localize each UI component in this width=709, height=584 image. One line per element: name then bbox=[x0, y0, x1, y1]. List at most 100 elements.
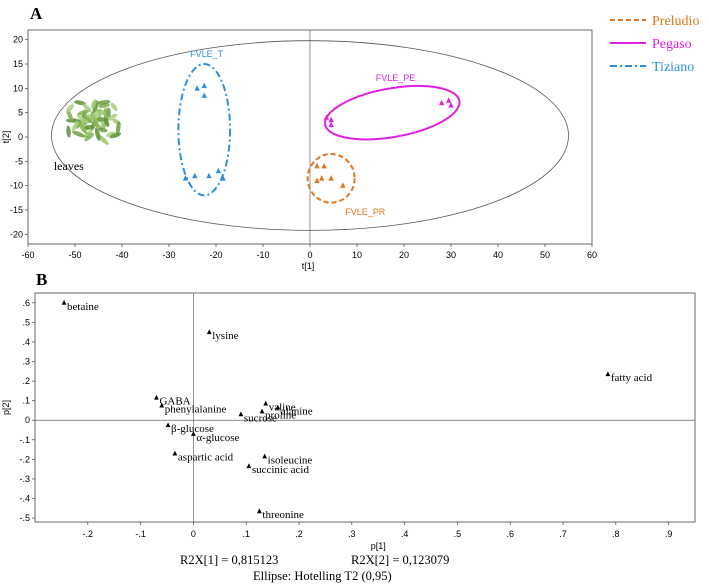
y-axis-label: t[2] bbox=[1, 131, 11, 144]
score-point bbox=[182, 175, 189, 181]
x-tick-label: 40 bbox=[493, 250, 503, 260]
score-point bbox=[220, 175, 226, 181]
loading-label: β-glucose bbox=[171, 423, 214, 435]
loading-point bbox=[605, 371, 611, 377]
y-tick-label: -.1 bbox=[19, 435, 30, 445]
x-tick-label: .5 bbox=[454, 529, 462, 539]
loading-point bbox=[263, 400, 269, 406]
leaf-shape bbox=[84, 114, 98, 120]
y-tick-label: .3 bbox=[22, 357, 30, 367]
x-axis-label: p[1] bbox=[371, 541, 386, 551]
y-tick-label: -5 bbox=[15, 156, 23, 166]
x-tick-label: .9 bbox=[665, 529, 673, 539]
x-tick-label: -10 bbox=[256, 250, 269, 260]
y-tick-label: .2 bbox=[22, 376, 30, 386]
loading-plot: -.2 -.1 0 .1 .2 .3 .4 .5 .6 .7 .8 .9 .6 .5 .4 .3 .2 .1 0 -.… bbox=[1, 292, 696, 551]
leaf-shape bbox=[84, 132, 95, 142]
y-axis-label: p[2] bbox=[1, 400, 11, 415]
leaf-shape bbox=[66, 104, 74, 113]
loading-label: alanine bbox=[281, 406, 313, 418]
score-point bbox=[445, 97, 452, 103]
score-point bbox=[314, 177, 320, 184]
leaf-shape bbox=[110, 102, 118, 111]
leaf-shape bbox=[95, 108, 108, 116]
leaf-shape bbox=[66, 125, 71, 138]
leaf-shape bbox=[115, 121, 121, 136]
loading-point bbox=[275, 404, 281, 410]
score-point bbox=[319, 175, 325, 181]
plot-b-frame bbox=[34, 292, 696, 523]
group-label-fvle_pr: FVLE_PR bbox=[345, 207, 386, 217]
leaf-shape bbox=[82, 103, 92, 113]
leaf-shape bbox=[106, 113, 118, 121]
x-tick-label: .3 bbox=[348, 529, 356, 539]
y-tick-label: 20 bbox=[13, 35, 23, 45]
panel-a-label: A bbox=[30, 4, 43, 23]
score-point bbox=[201, 92, 207, 98]
loading-point bbox=[61, 299, 67, 305]
loading-point bbox=[154, 394, 159, 400]
loading-point bbox=[172, 450, 178, 456]
group-label-fvle_pe: FVLE_PE bbox=[376, 73, 416, 83]
group-ellipse-fvle_pe bbox=[324, 84, 461, 141]
x-tick-label: -40 bbox=[115, 250, 128, 260]
group-label-fvle_t: FVLE_T bbox=[190, 49, 224, 59]
score-point bbox=[194, 85, 200, 91]
y-tick-label: 0 bbox=[18, 132, 23, 142]
x-tick-label: 30 bbox=[446, 250, 456, 260]
loading-label: betaine bbox=[67, 301, 99, 313]
x-tick-label: .8 bbox=[612, 529, 620, 539]
x-tick-label: .4 bbox=[401, 529, 409, 539]
score-point bbox=[192, 172, 198, 179]
loading-label: succinic acid bbox=[252, 464, 310, 476]
score-point bbox=[340, 182, 346, 188]
x-tick-label: -30 bbox=[162, 250, 175, 260]
leaf-shape bbox=[94, 127, 101, 141]
x-axis-label: t[1] bbox=[302, 261, 315, 271]
y-tick-label: 15 bbox=[13, 59, 23, 69]
group-ellipse-fvle_pr bbox=[306, 153, 356, 204]
hotelling-ellipse bbox=[51, 40, 569, 231]
x-tick-label: .2 bbox=[295, 529, 303, 539]
x-tick-label: .7 bbox=[559, 529, 567, 539]
loading-label: GABA bbox=[159, 396, 190, 408]
x-tick-label: .6 bbox=[506, 529, 514, 539]
loading-label: proline bbox=[265, 409, 296, 421]
loading-label: α-glucose bbox=[196, 432, 239, 444]
loading-point bbox=[159, 402, 165, 408]
loading-point bbox=[262, 453, 268, 459]
score-point bbox=[201, 82, 207, 89]
x-tick-label: -20 bbox=[209, 250, 222, 260]
loading-point bbox=[191, 431, 196, 436]
leaf-shape bbox=[103, 117, 110, 127]
leaf-shape bbox=[78, 122, 88, 134]
leaf-shape bbox=[92, 120, 101, 129]
y-tick-label: .4 bbox=[22, 337, 30, 347]
legend-label-pegaso: Pegaso bbox=[652, 37, 692, 52]
x-tick-label: 0 bbox=[191, 529, 196, 539]
y-tick-label: -20 bbox=[10, 229, 23, 239]
leaves-label: leaves bbox=[54, 159, 84, 173]
y-tick-label: -.4 bbox=[19, 494, 30, 504]
leaf-shape bbox=[106, 107, 111, 118]
loading-label: fatty acid bbox=[611, 372, 653, 384]
loading-point bbox=[165, 422, 171, 428]
y-tick-label: 5 bbox=[18, 108, 23, 118]
y-tick-label: 10 bbox=[13, 83, 23, 93]
loading-point bbox=[259, 408, 265, 414]
r2x2-text: R2X[2] = 0,123079 bbox=[351, 553, 449, 567]
score-point bbox=[438, 99, 445, 106]
loading-label: lysine bbox=[212, 330, 238, 342]
leaf-shape bbox=[91, 99, 97, 109]
loading-label: isoleucine bbox=[268, 454, 313, 466]
group-ellipse-fvle_t bbox=[177, 63, 232, 197]
loading-point bbox=[238, 411, 244, 417]
score-point bbox=[321, 162, 327, 169]
leaf-shape bbox=[76, 115, 89, 124]
leaves-image bbox=[65, 99, 122, 145]
x-tick-label: .1 bbox=[242, 529, 250, 539]
loading-point bbox=[246, 463, 252, 469]
x-tick-label: 20 bbox=[399, 250, 409, 260]
score-point bbox=[215, 167, 222, 174]
